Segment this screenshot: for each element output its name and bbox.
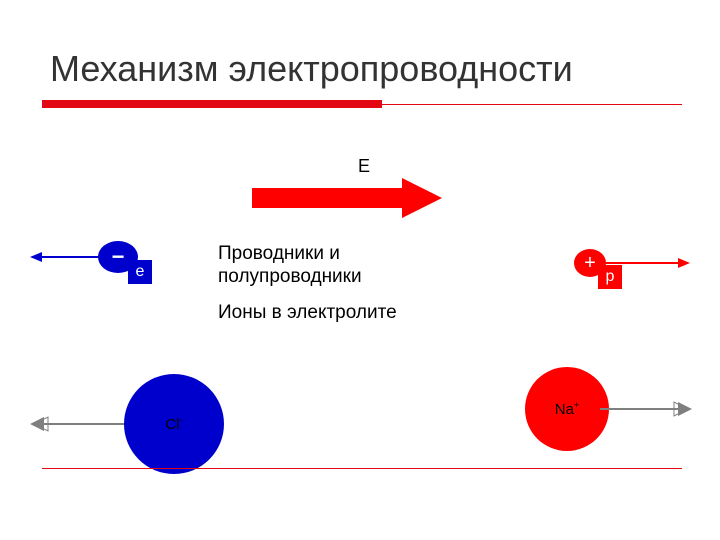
minus-icon: −: [112, 246, 125, 268]
cation-circle: Na+: [525, 367, 609, 451]
ions-label: Ионы в электролите: [218, 302, 418, 325]
cation-arrow: [600, 399, 692, 419]
plus-icon: +: [584, 253, 596, 273]
electron-square-label: e: [136, 263, 145, 281]
anion-arrow: [30, 414, 138, 434]
title-rule-thick: [42, 100, 382, 108]
conductors-label: Проводники и полупроводники: [218, 243, 438, 289]
bottom-rule: [42, 468, 682, 469]
hole-arrow: [604, 256, 690, 270]
anion-label: Cl-: [165, 415, 182, 433]
electron-square: e: [128, 260, 152, 284]
field-arrow: [252, 178, 442, 218]
electron-arrow: [30, 250, 108, 264]
field-label: Е: [358, 156, 370, 177]
hole-square-label: p: [606, 268, 615, 286]
page-title: Механизм электропроводности: [50, 48, 573, 90]
anion-circle: Cl-: [124, 374, 224, 474]
cation-label: Na+: [555, 400, 579, 418]
slide: Механизм электропроводности Е Проводники…: [0, 0, 720, 540]
anion-symbol: Cl: [165, 416, 179, 433]
anion-charge: -: [180, 415, 183, 425]
title-rule-thin: [382, 104, 682, 105]
cation-symbol: Na: [555, 401, 574, 418]
cation-charge: +: [574, 400, 579, 410]
